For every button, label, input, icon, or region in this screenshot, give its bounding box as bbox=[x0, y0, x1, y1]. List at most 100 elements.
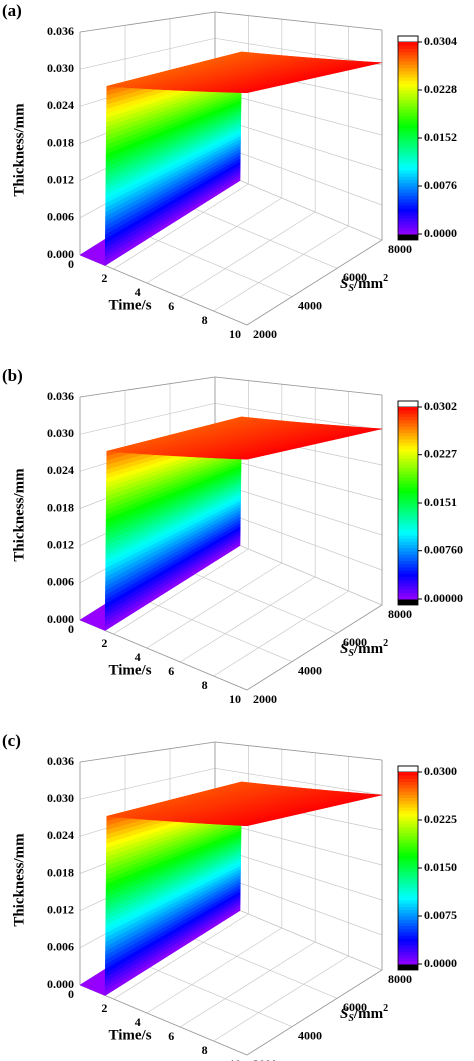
grid-line bbox=[214, 534, 383, 606]
colorbar-slice bbox=[398, 230, 418, 235]
colorbar-slice bbox=[398, 535, 418, 539]
colorbar-slice bbox=[398, 861, 418, 866]
colorbar-slice bbox=[398, 150, 418, 155]
colorbar-slice bbox=[398, 499, 418, 504]
y-label-sup: 2 bbox=[383, 638, 388, 649]
colorbar-tick-label: 0.00000 bbox=[424, 591, 463, 605]
colorbar-slice bbox=[398, 528, 418, 533]
grid-line bbox=[169, 563, 338, 634]
colorbar-slice bbox=[398, 445, 418, 450]
y-tick-label: 4000 bbox=[298, 1028, 322, 1042]
colorbar-slice bbox=[398, 586, 418, 590]
colorbar-slice bbox=[398, 900, 418, 904]
grid-line bbox=[169, 198, 338, 269]
colorbar-slice bbox=[398, 214, 418, 219]
colorbar-slice bbox=[398, 525, 418, 530]
colorbar-slice bbox=[398, 519, 418, 523]
grid-line bbox=[213, 590, 349, 677]
colorbar-slice bbox=[398, 61, 418, 65]
colorbar-tick-label: 0.0228 bbox=[424, 82, 457, 96]
grid-line bbox=[79, 402, 216, 435]
colorbar-slice bbox=[398, 221, 418, 225]
colorbar-slice bbox=[398, 64, 418, 69]
colorbar-tick-label: 0.0225 bbox=[424, 812, 457, 826]
colorbar-slice bbox=[398, 413, 418, 418]
colorbar-tick-label: 0.0076 bbox=[424, 178, 457, 192]
surface-slice bbox=[243, 428, 383, 460]
colorbar-slice bbox=[398, 775, 418, 779]
axis-line bbox=[79, 254, 248, 326]
colorbar-slice bbox=[398, 218, 418, 222]
colorbar-slice bbox=[398, 451, 418, 456]
colorbar-slice bbox=[398, 211, 418, 216]
x-tick-label: 2 bbox=[101, 271, 107, 285]
colorbar-slice bbox=[398, 480, 418, 485]
x-tick-label: 10 bbox=[229, 692, 241, 706]
colorbar-slice bbox=[398, 935, 418, 939]
axis-line bbox=[79, 376, 216, 398]
grid-line bbox=[214, 90, 383, 136]
colorbar-slice bbox=[398, 522, 418, 526]
colorbar-slice bbox=[398, 141, 418, 145]
colorbar-slice bbox=[398, 163, 418, 168]
z-tick-label: 0.018 bbox=[47, 500, 74, 514]
y-tick-label: 6000 bbox=[343, 270, 367, 284]
colorbar-slice bbox=[398, 567, 418, 571]
grid-line bbox=[124, 226, 293, 297]
colorbar-slice bbox=[398, 512, 418, 517]
colorbar-slice bbox=[398, 589, 418, 594]
colorbar-slice bbox=[398, 842, 418, 847]
colorbar-slice bbox=[398, 51, 418, 56]
grid-line bbox=[214, 37, 383, 66]
colorbar-slice bbox=[398, 794, 418, 799]
y-axis-label: SS/mm2 bbox=[340, 638, 388, 659]
colorbar-slice bbox=[398, 147, 418, 152]
colorbar-slice bbox=[398, 592, 418, 597]
colorbar-slice bbox=[398, 173, 418, 177]
panel-label: (c) bbox=[2, 731, 21, 750]
colorbar-slice bbox=[398, 496, 418, 501]
colorbar-slice bbox=[398, 477, 418, 482]
grid-line bbox=[180, 576, 316, 663]
colorbar-slice bbox=[398, 957, 418, 962]
colorbar-slice bbox=[398, 48, 418, 53]
colorbar-slice bbox=[398, 458, 418, 462]
y-tick-label: 2000 bbox=[253, 1057, 277, 1061]
grid-line bbox=[79, 767, 216, 800]
colorbar-slice bbox=[398, 86, 418, 91]
y-label-sub: S bbox=[348, 648, 354, 659]
grid-line bbox=[113, 183, 249, 270]
colorbar-slice bbox=[398, 912, 418, 917]
colorbar-slice bbox=[398, 416, 418, 421]
colorbar-slice bbox=[398, 800, 418, 805]
colorbar-slice bbox=[398, 813, 418, 818]
y-label-base: S bbox=[340, 641, 348, 657]
colorbar-slice bbox=[398, 80, 418, 85]
y-label-unit: /mm bbox=[353, 641, 384, 657]
colorbar-slice bbox=[398, 83, 418, 88]
z-tick-label: 0.030 bbox=[47, 791, 74, 805]
colorbar-slice bbox=[398, 439, 418, 443]
colorbar-slice bbox=[398, 503, 418, 507]
grid-line bbox=[180, 941, 316, 1028]
y-label-sub: S bbox=[348, 1013, 354, 1024]
colorbar-slice bbox=[398, 179, 418, 184]
x-axis-label: Time/s bbox=[108, 297, 151, 313]
colorbar-slice bbox=[398, 954, 418, 959]
colorbar-tick-label: 0.0075 bbox=[424, 908, 457, 922]
colorbar-slice bbox=[398, 471, 418, 475]
axis-line bbox=[79, 741, 216, 763]
colorbar-slice bbox=[398, 820, 418, 824]
colorbar-tick-label: 0.0000 bbox=[424, 226, 457, 240]
colorbar-slice bbox=[398, 909, 418, 914]
colorbar-slice bbox=[398, 810, 418, 815]
colorbar-slice bbox=[398, 490, 418, 494]
colorbar-slice bbox=[398, 96, 418, 101]
axis-line bbox=[214, 11, 383, 31]
x-tick-label: 10 bbox=[229, 327, 241, 341]
colorbar-tick-label: 0.0150 bbox=[424, 860, 457, 874]
colorbar-slice bbox=[398, 515, 418, 520]
grid-line bbox=[124, 956, 293, 1027]
z-tick-label: 0.000 bbox=[47, 612, 74, 626]
grid-line bbox=[214, 767, 383, 796]
